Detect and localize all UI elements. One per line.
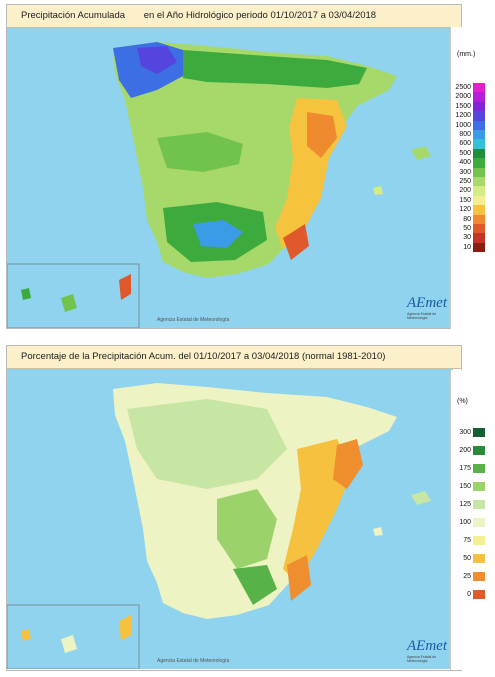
precipitation-map-panel: Precipitación Acumulada en el Año Hidrol… [6, 4, 462, 329]
map-credit: Agencia Estatal de Meteorología [157, 658, 230, 664]
northwest-wettest-area [137, 46, 177, 74]
precipitation-map-title: Precipitación Acumulada en el Año Hidrol… [7, 5, 461, 28]
aemet-logo: AEmet Agencia Estatal de Meteorología [407, 638, 447, 663]
legend-unit: (mm.) [457, 51, 476, 58]
southeast-dry-area [287, 555, 311, 601]
aemet-logo: AEmet Agencia Estatal de Meteorología [407, 295, 447, 320]
canary-island-west [21, 288, 31, 300]
title-text: Porcentaje de la Precipitación Acum. del… [21, 351, 386, 362]
precipitation-legend: (mm.) 2500 2000 1500 1200 1000 800 600 5… [407, 27, 488, 329]
percentage-legend: (%) 300 200 175 150 125 100 75 50 25 0 A… [407, 370, 488, 670]
balearic-islands [411, 146, 431, 160]
balearic-islands [411, 491, 431, 505]
canary-island-tenerife [61, 635, 77, 653]
canary-island-east [119, 274, 131, 300]
ebro-dry-area [307, 112, 337, 158]
catalonia-dry-area [333, 439, 363, 489]
north-central-area [127, 399, 287, 489]
central-green-area [157, 132, 243, 172]
percentage-map: Agencia Estatal de Meteorología [7, 369, 453, 669]
precipitation-map: Agencia Estatal de Meteorología [7, 28, 453, 328]
southwest-blue-area [193, 220, 243, 248]
legend-unit: (%) [457, 398, 468, 405]
south-green-area [233, 565, 277, 605]
canary-island-west [21, 629, 31, 641]
northern-strip-area [183, 50, 367, 88]
southeast-dry-area [283, 224, 309, 260]
canary-island-tenerife [61, 294, 77, 312]
percentage-map-title: Porcentaje de la Precipitación Acum. del… [7, 346, 461, 369]
central-green-area [217, 489, 277, 569]
title-part-2: en el Año Hidrológico periodo 01/10/2017… [143, 10, 377, 21]
canary-island-east [119, 615, 131, 641]
balearic-islands-small [373, 527, 383, 536]
precipitation-percentage-map-panel: Porcentaje de la Precipitación Acum. del… [6, 345, 462, 671]
title-part-1: Precipitación Acumulada [21, 10, 126, 21]
balearic-islands-small [373, 186, 383, 195]
map-credit: Agencia Estatal de Meteorología [157, 317, 230, 323]
